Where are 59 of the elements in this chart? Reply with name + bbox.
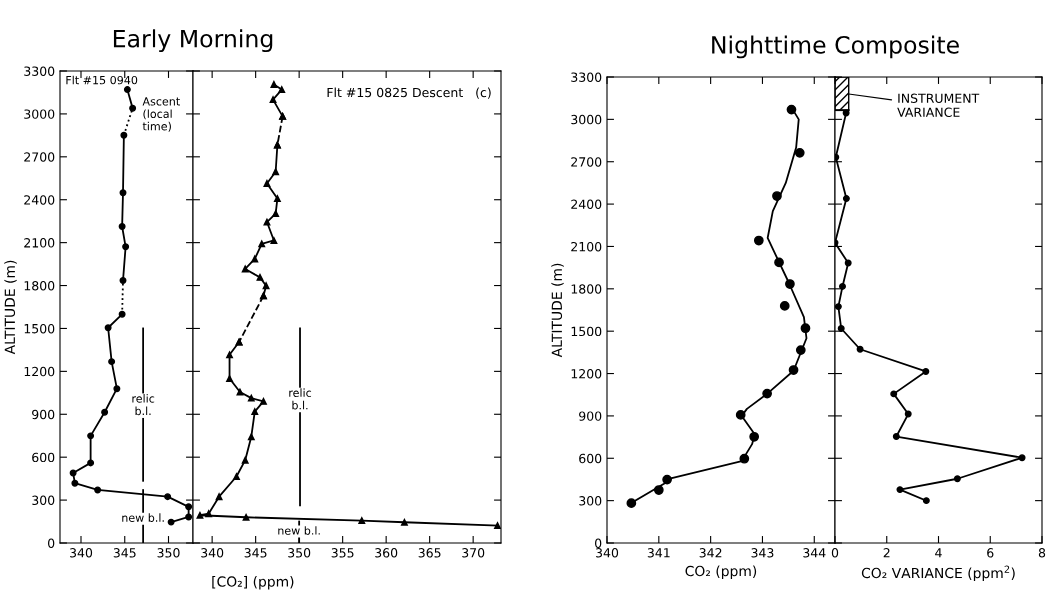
y-tick-label: 3000 [571, 114, 602, 125]
y-tick-label: 1500 [24, 323, 55, 334]
y-tick-label: 3000 [24, 109, 55, 119]
y-axis-title: ALTITUDE (m) [551, 263, 564, 358]
y-tick-label: 3300 [571, 72, 602, 82]
x-tick-label: 360 [375, 548, 398, 558]
x-tick-label: 6 [987, 548, 994, 558]
annotation: new b.l. [278, 526, 320, 535]
y-tick-label: 600 [579, 453, 602, 464]
annotation: Flt #15 0940 [66, 75, 138, 85]
x-tick-label: 2 [883, 548, 890, 558]
y-tick-label: 300 [579, 496, 602, 506]
x-tick-label: 350 [157, 548, 180, 558]
annotation: relic b.l. [289, 388, 312, 410]
x-tick-label: 345 [244, 548, 267, 558]
annotation: Flt #15 0825 Descent (c) [327, 87, 491, 99]
y-tick-label: 3300 [24, 66, 55, 76]
x-tick-label: 344 [803, 548, 826, 558]
x-tick-label: 350 [288, 548, 311, 558]
x-tick-label: 370 [462, 548, 485, 558]
y-tick-label: 1800 [571, 284, 602, 294]
y-tick-label: 2400 [24, 195, 55, 205]
y-tick-label: 0 [48, 538, 55, 548]
y-axis-title: ALTITUDE (m) [4, 260, 17, 355]
chart-title: Early Morning [113, 29, 273, 53]
y-tick-label: 1200 [571, 369, 602, 379]
y-tick-label: 2100 [24, 238, 55, 248]
y-tick-label: 2100 [571, 241, 602, 252]
x-tick-label: 343 [751, 548, 774, 558]
x-tick-label: 342 [699, 548, 722, 558]
annotation: relic b.l. [132, 394, 155, 416]
chart-title: Nighttime Composite [712, 35, 959, 59]
x-tick-label: 340 [201, 548, 224, 558]
annotation: Ascent (local time) [142, 97, 180, 132]
y-tick-label: 1500 [571, 326, 602, 337]
y-tick-label: 1200 [24, 366, 55, 377]
x-tick-label: 4 [935, 548, 942, 558]
y-tick-label: 900 [32, 409, 55, 420]
x-tick-label: 355 [331, 548, 354, 558]
x-axis-title: CO₂ (ppm) [685, 565, 757, 579]
x-tick-label: 340 [596, 548, 619, 558]
x-axis-title: [CO₂] (ppm) [212, 576, 294, 590]
x-tick-label: 341 [647, 548, 670, 558]
y-tick-label: 300 [32, 495, 55, 506]
annotation: INSTRUMENT VARIANCE [897, 93, 980, 117]
x-tick-label: 345 [113, 548, 136, 558]
y-tick-label: 2700 [24, 152, 55, 162]
y-tick-label: 2700 [571, 157, 602, 167]
x-tick-label: 0 [831, 548, 839, 558]
x-tick-label: 365 [418, 548, 441, 558]
y-tick-label: 0 [595, 538, 602, 548]
y-tick-label: 600 [32, 452, 55, 463]
x-tick-label: 340 [70, 548, 93, 558]
y-tick-label: 2400 [571, 199, 602, 210]
y-tick-label: 1800 [24, 281, 55, 291]
x-axis-title: CO₂ VARIANCE (ppm$^{2}$) [861, 565, 1015, 581]
y-tick-label: 900 [579, 411, 602, 421]
annotation: new b.l. [122, 513, 164, 522]
x-tick-label: 8 [1038, 548, 1046, 558]
